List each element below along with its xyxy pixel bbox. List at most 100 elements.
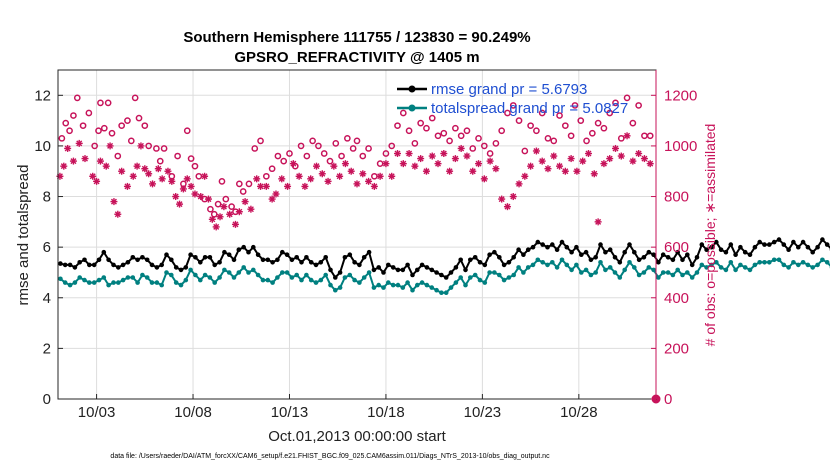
obs-assimilated-point [60, 162, 68, 170]
totalspread-point [685, 270, 690, 275]
rmse-point [106, 257, 111, 263]
rmse-point [222, 249, 227, 255]
x-tick-label: 10/28 [560, 404, 598, 421]
rmse-point [622, 249, 627, 255]
obs-assimilated-point [527, 162, 535, 170]
obs-assimilated-point [550, 152, 558, 160]
legend-spread-marker [408, 104, 416, 112]
obs-possible-point [388, 142, 396, 150]
totalspread-point [781, 262, 787, 268]
rmse-point [636, 257, 642, 263]
totalspread-point [641, 270, 647, 275]
rmse-point [675, 249, 680, 255]
rmse-point [685, 252, 690, 257]
rmse-point [87, 262, 92, 268]
obs-possible-point [623, 94, 631, 102]
grid [58, 70, 656, 400]
totalspread-point [217, 275, 222, 280]
totalspread-point [77, 275, 82, 280]
obs-assimilated-point [278, 175, 286, 183]
totalspread-point [709, 262, 714, 268]
obs-possible-point [257, 137, 264, 145]
totalspread-point [497, 272, 502, 278]
rmse-point [299, 260, 304, 265]
rmse-point [714, 239, 719, 245]
totalspread-point [294, 272, 300, 278]
y-tick-label-right: 0 [664, 391, 672, 408]
obs-assimilated-point [118, 167, 126, 175]
obs-possible-point [600, 124, 608, 132]
obs-assimilated-point [405, 150, 413, 158]
obs-possible-point [359, 152, 367, 160]
totalspread-point [371, 285, 377, 290]
totalspread-point [554, 265, 560, 270]
obs-assimilated-point [486, 157, 494, 165]
obs-possible-point [612, 99, 619, 107]
obs-assimilated-point [635, 150, 643, 158]
rmse-point [574, 244, 579, 250]
y-tick-label-right: 200 [664, 340, 689, 357]
rmse-point [598, 242, 603, 247]
totalspread-point [472, 272, 478, 278]
obs-assimilated-point [247, 205, 255, 213]
obs-assimilated-point [89, 172, 97, 180]
totalspread-point [405, 280, 410, 285]
obs-possible-point [544, 134, 552, 142]
totalspread-point [545, 262, 550, 268]
totalspread-point [149, 280, 155, 285]
rmse-point [376, 265, 382, 270]
obs-assimilated-point [463, 152, 471, 160]
obs-assimilated-point [187, 182, 195, 190]
totalspread-point [767, 260, 772, 265]
x-tick-label: 10/13 [271, 404, 309, 421]
obs-assimilated-point [262, 182, 270, 190]
obs-assimilated-point [567, 155, 575, 163]
rmse-point [169, 257, 174, 263]
totalspread-point [361, 275, 367, 280]
rmse-point [694, 254, 700, 260]
obs-assimilated-point [440, 150, 448, 158]
totalspread-point [299, 277, 304, 283]
obs-assimilated-point [521, 172, 529, 180]
obs-possible-point [191, 162, 199, 170]
totalspread-point [550, 260, 555, 265]
legend: rmse grand pr = 5.6793 totalspread grand… [397, 81, 628, 117]
obs-assimilated-point [498, 195, 506, 203]
obs-assimilated-point [347, 167, 355, 175]
obs-possible-point [423, 124, 430, 132]
totalspread-point [477, 277, 483, 283]
rmse-point [318, 260, 324, 265]
rmse-point [477, 260, 483, 265]
obs-assimilated-point [600, 160, 608, 168]
totalspread-point [342, 275, 348, 280]
obs-possible-point [556, 112, 563, 119]
totalspread-point [106, 282, 111, 288]
obs-possible-point [629, 119, 637, 127]
totalspread-point [381, 285, 386, 290]
obs-possible-point [353, 137, 361, 145]
rmse-point [699, 242, 705, 247]
y-tick-label-left: 4 [43, 290, 51, 307]
obs-possible-point [533, 127, 540, 135]
totalspread-point [675, 267, 680, 273]
obs-assimilated-point [158, 175, 166, 183]
totalspread-point [458, 275, 464, 280]
rmse-point [535, 239, 541, 245]
plot-area [56, 94, 830, 404]
totalspread-point [742, 265, 748, 270]
totalspread-point [506, 275, 512, 280]
totalspread-point [738, 262, 743, 268]
totalspread-point [535, 257, 541, 263]
y-tick-label-left: 0 [43, 391, 51, 408]
rmse-point [67, 262, 73, 268]
rmse-point [767, 242, 772, 247]
obs-possible-point [365, 145, 372, 152]
obs-assimilated-point [93, 177, 101, 185]
rmse-point [429, 267, 435, 273]
obs-possible-point [332, 140, 340, 147]
rmse-point [173, 265, 179, 270]
obs-possible-point [376, 160, 384, 167]
obs-assimilated-point [201, 172, 209, 180]
totalspread-point [704, 265, 709, 270]
rmse-point [337, 270, 343, 275]
